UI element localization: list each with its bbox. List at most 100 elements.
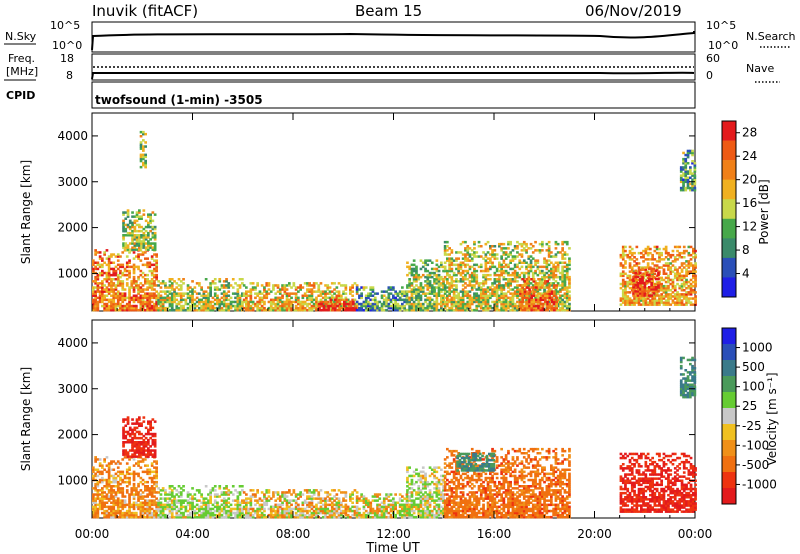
echo-cell — [568, 275, 571, 279]
echo-cell — [110, 505, 113, 509]
echo-cell — [679, 166, 683, 169]
echo-cell — [132, 458, 136, 461]
echo-cell — [446, 249, 449, 252]
echo-cell — [446, 298, 449, 302]
echo-cell — [646, 245, 650, 249]
echo-cell — [621, 270, 625, 273]
echo-cell — [468, 255, 472, 258]
echo-cell — [213, 294, 217, 297]
echo-cell — [177, 292, 181, 295]
echo-cell — [148, 282, 152, 285]
echo-cell — [189, 497, 192, 500]
echo-cell — [544, 294, 547, 297]
echo-cell — [504, 247, 508, 250]
echo-cell — [522, 271, 526, 275]
echo-cell — [101, 292, 104, 295]
echo-cell — [440, 284, 443, 287]
echo-cell — [491, 306, 494, 310]
echo-cell — [626, 284, 630, 288]
echo-cell — [473, 267, 476, 271]
echo-cell — [191, 280, 194, 283]
echo-cell — [417, 296, 421, 300]
echo-cell — [146, 300, 149, 304]
echo-cell — [198, 308, 201, 312]
echo-cell — [473, 292, 476, 295]
colorbar-segment — [722, 218, 736, 239]
echo-cell — [107, 472, 111, 476]
echo-cell — [563, 294, 567, 297]
echo-cell — [513, 245, 517, 248]
echo-cell — [144, 257, 147, 260]
echo-cell — [459, 280, 463, 283]
echo-cell — [202, 294, 206, 297]
echo-cell — [135, 420, 139, 423]
echo-cell — [550, 284, 553, 287]
echo-cell — [633, 251, 636, 255]
echo-cell — [475, 251, 479, 254]
echo-cell — [306, 298, 309, 302]
echo-cell — [561, 253, 564, 256]
echo-cell — [500, 292, 503, 295]
echo-cell — [452, 296, 456, 300]
echo-cell — [317, 284, 321, 287]
echo-cell — [125, 470, 129, 474]
echo-cell — [173, 300, 176, 304]
echo-cell — [315, 304, 318, 308]
echo-cell — [482, 269, 485, 273]
echo-cell — [144, 238, 148, 241]
echo-cell — [138, 248, 141, 251]
echo-cell — [92, 300, 95, 304]
echo-cell — [182, 515, 185, 519]
echo-cell — [565, 267, 569, 271]
echo-cell — [563, 240, 567, 244]
echo-cell — [142, 434, 146, 438]
echo-cell — [123, 503, 127, 507]
echo-cell — [532, 300, 536, 304]
echo-cell — [122, 229, 125, 233]
echo-cell — [473, 269, 476, 273]
echo-cell — [561, 265, 564, 269]
echo-cell — [415, 269, 418, 273]
echo-cell — [626, 276, 630, 280]
echo-cell — [689, 284, 693, 288]
echo-cell — [211, 300, 215, 304]
echo-cell — [486, 288, 490, 291]
echo-cell — [520, 306, 524, 310]
echo-cell — [639, 288, 642, 291]
echo-cell — [144, 436, 148, 440]
echo-cell — [198, 489, 201, 492]
echo-cell — [288, 298, 291, 302]
echo-cell — [479, 265, 483, 269]
echo-cell — [624, 253, 627, 257]
echo-cell — [406, 290, 409, 293]
echo-cell — [161, 511, 165, 515]
echo-cell — [125, 489, 129, 492]
echo-cell — [448, 257, 451, 260]
echo-cell — [147, 449, 150, 452]
echo-cell — [626, 295, 630, 298]
echo-cell — [288, 282, 291, 285]
echo-cell — [130, 284, 134, 287]
echo-cell — [211, 306, 215, 310]
echo-cell — [405, 302, 409, 306]
echo-cell — [509, 300, 512, 304]
echo-cell — [94, 249, 97, 252]
echo-cell — [475, 255, 479, 258]
echo-cell — [207, 294, 210, 297]
echo-cell — [123, 499, 127, 502]
echo-cell — [110, 485, 113, 488]
echo-cell — [207, 286, 210, 289]
echo-cell — [303, 308, 307, 312]
echo-cell — [242, 306, 246, 310]
echo-cell — [131, 455, 134, 458]
echo-cell — [141, 497, 145, 500]
echo-cell — [193, 306, 197, 310]
echo-cell — [419, 308, 423, 312]
echo-cell — [671, 295, 675, 298]
echo-cell — [138, 242, 141, 245]
echo-cell — [412, 304, 416, 308]
echo-cell — [135, 489, 138, 492]
echo-cell — [482, 292, 485, 295]
echo-cell — [628, 280, 632, 284]
echo-cell — [107, 495, 111, 498]
